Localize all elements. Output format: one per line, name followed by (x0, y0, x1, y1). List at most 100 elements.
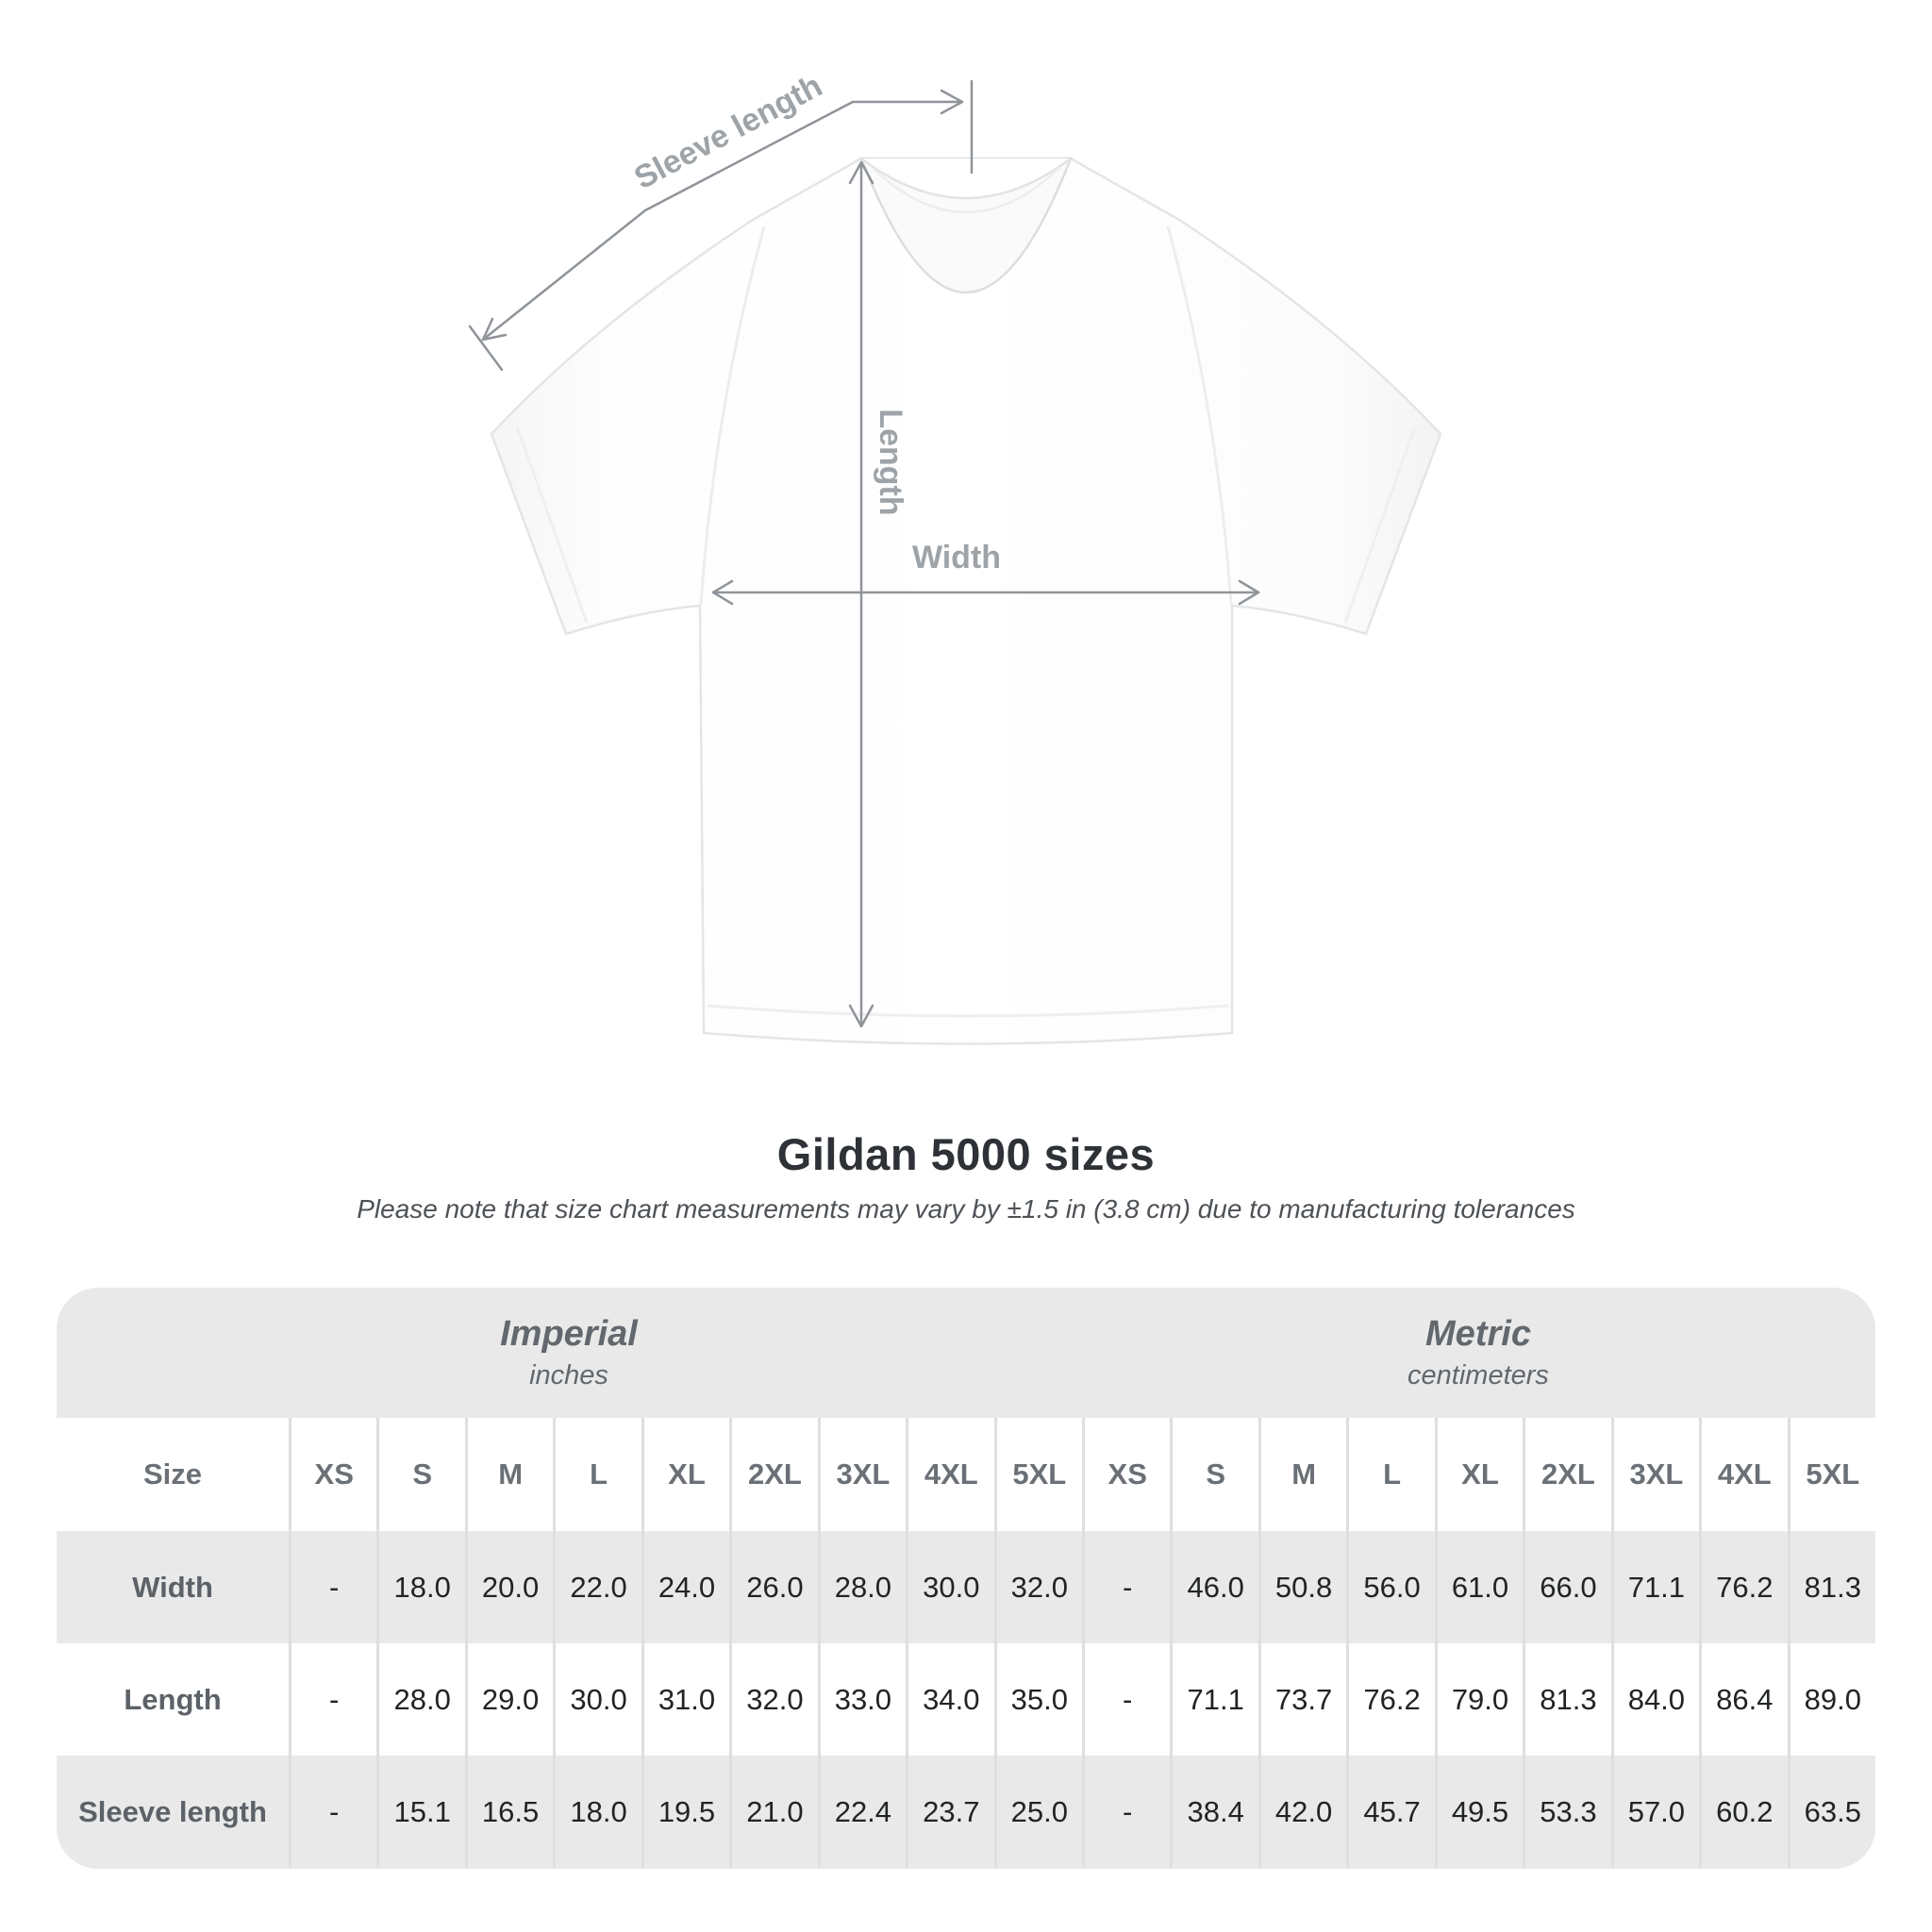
arrowhead-right-icon (1238, 579, 1260, 606)
row-label: Width (132, 1570, 213, 1604)
row-label: Sleeve length (78, 1794, 267, 1828)
arrowhead-sleeve-icon (481, 317, 508, 341)
cell: 23.7 (906, 1756, 993, 1868)
cell: 50.8 (1257, 1531, 1346, 1643)
cell: 30.0 (906, 1531, 993, 1643)
page-title: Gildan 5000 sizes (776, 1129, 1156, 1179)
cell: 34.0 (906, 1643, 993, 1756)
unit-group-metric: Metric centimeters (1081, 1288, 1875, 1418)
cell: 57.0 (1610, 1756, 1699, 1868)
size-header-xl: XL (1434, 1418, 1523, 1531)
row-label: Length (124, 1682, 222, 1716)
table-row-length: Length - 28.0 29.0 30.0 31.0 32.0 33.0 3… (57, 1643, 1875, 1756)
sleeve-end-tick (468, 325, 504, 372)
metric-label: Metric (1425, 1314, 1531, 1354)
unit-group-imperial: Imperial inches (57, 1288, 1081, 1418)
size-header-5xl: 5XL (1787, 1418, 1875, 1531)
width-measure: Width (711, 540, 1260, 606)
tshirt-diagram: Sleeve length Length Width (468, 68, 1442, 1045)
cell: - (1081, 1643, 1170, 1756)
cell: 29.0 (464, 1643, 553, 1756)
imperial-label: Imperial (500, 1314, 638, 1354)
size-header-2xl: 2XL (1523, 1418, 1610, 1531)
size-header-xs: XS (289, 1418, 376, 1531)
cell: 18.0 (553, 1756, 641, 1868)
cell: - (289, 1756, 376, 1868)
cell: 21.0 (729, 1756, 817, 1868)
cell: 61.0 (1434, 1531, 1523, 1643)
cell: 60.2 (1699, 1756, 1787, 1868)
cell: 63.5 (1787, 1756, 1875, 1868)
size-header-xl: XL (641, 1418, 729, 1531)
cell: 71.1 (1170, 1643, 1257, 1756)
cell: 28.0 (376, 1643, 464, 1756)
left-sleeve-seam (699, 225, 766, 605)
collar (859, 157, 1073, 294)
cell: 66.0 (1523, 1531, 1610, 1643)
cell: 15.1 (376, 1756, 464, 1868)
cell: - (289, 1531, 376, 1643)
arrowhead-left-icon (711, 579, 734, 606)
length-measure: Length (848, 160, 908, 1028)
cell: 89.0 (1787, 1643, 1875, 1756)
left-cuff-fold (515, 425, 589, 624)
imperial-unit: inches (529, 1360, 608, 1391)
metric-unit: centimeters (1407, 1360, 1549, 1391)
cell: 22.0 (553, 1531, 641, 1643)
right-cuff-fold (1343, 425, 1417, 624)
cell: 16.5 (464, 1756, 553, 1868)
cell: 32.0 (729, 1643, 817, 1756)
cell: 73.7 (1257, 1643, 1346, 1756)
units-row: Imperial inches Metric centimeters (57, 1288, 1875, 1418)
cell: - (1081, 1531, 1170, 1643)
sleeve-length-label: Sleeve length (628, 68, 827, 196)
cell: 56.0 (1346, 1531, 1434, 1643)
cell: 32.0 (993, 1531, 1082, 1643)
arrowhead-right-icon (940, 89, 964, 115)
right-sleeve-seam (1166, 225, 1233, 605)
size-header-m: M (1257, 1418, 1346, 1531)
size-col-header: Size (142, 1457, 203, 1491)
cell: 26.0 (729, 1531, 817, 1643)
size-header-4xl: 4XL (906, 1418, 993, 1531)
size-header-s: S (1170, 1418, 1257, 1531)
width-label: Width (912, 540, 1001, 575)
size-header-s: S (376, 1418, 464, 1531)
cell: 30.0 (553, 1643, 641, 1756)
cell: 81.3 (1787, 1531, 1875, 1643)
cell: 35.0 (993, 1643, 1082, 1756)
cell: 81.3 (1523, 1643, 1610, 1756)
length-label: Length (873, 408, 908, 515)
size-header-3xl: 3XL (1610, 1418, 1699, 1531)
arrowhead-down-icon (848, 1004, 874, 1028)
cell: 71.1 (1610, 1531, 1699, 1643)
table-row-sleeve-length: Sleeve length - 15.1 16.5 18.0 19.5 21.0… (57, 1756, 1875, 1868)
size-header-5xl: 5XL (993, 1418, 1082, 1531)
cell: 18.0 (376, 1531, 464, 1643)
hem-stitch (707, 1004, 1229, 1018)
cell: 46.0 (1170, 1531, 1257, 1643)
size-header-m: M (464, 1418, 553, 1531)
cell: 42.0 (1257, 1756, 1346, 1868)
cell: 38.4 (1170, 1756, 1257, 1868)
cell: - (1081, 1756, 1170, 1868)
tolerance-note: Please note that size chart measurements… (357, 1194, 1575, 1224)
cell: 28.0 (817, 1531, 906, 1643)
table-header-row: Size XS S M L XL 2XL 3XL 4XL 5XL XS S M … (57, 1418, 1875, 1531)
cell: - (289, 1643, 376, 1756)
cell: 86.4 (1699, 1643, 1787, 1756)
cell: 33.0 (817, 1643, 906, 1756)
size-header-l: L (1346, 1418, 1434, 1531)
cell: 45.7 (1346, 1756, 1434, 1868)
cell: 76.2 (1699, 1531, 1787, 1643)
cell: 76.2 (1346, 1643, 1434, 1756)
cell: 20.0 (464, 1531, 553, 1643)
size-header-l: L (553, 1418, 641, 1531)
arrowhead-up-icon (848, 160, 874, 185)
cell: 19.5 (641, 1756, 729, 1868)
size-header-xs: XS (1081, 1418, 1170, 1531)
table-row-width: Width - 18.0 20.0 22.0 24.0 26.0 28.0 30… (57, 1531, 1875, 1643)
size-header-3xl: 3XL (817, 1418, 906, 1531)
size-table: Imperial inches Metric centimeters Size … (57, 1288, 1875, 1869)
cell: 22.4 (817, 1756, 906, 1868)
